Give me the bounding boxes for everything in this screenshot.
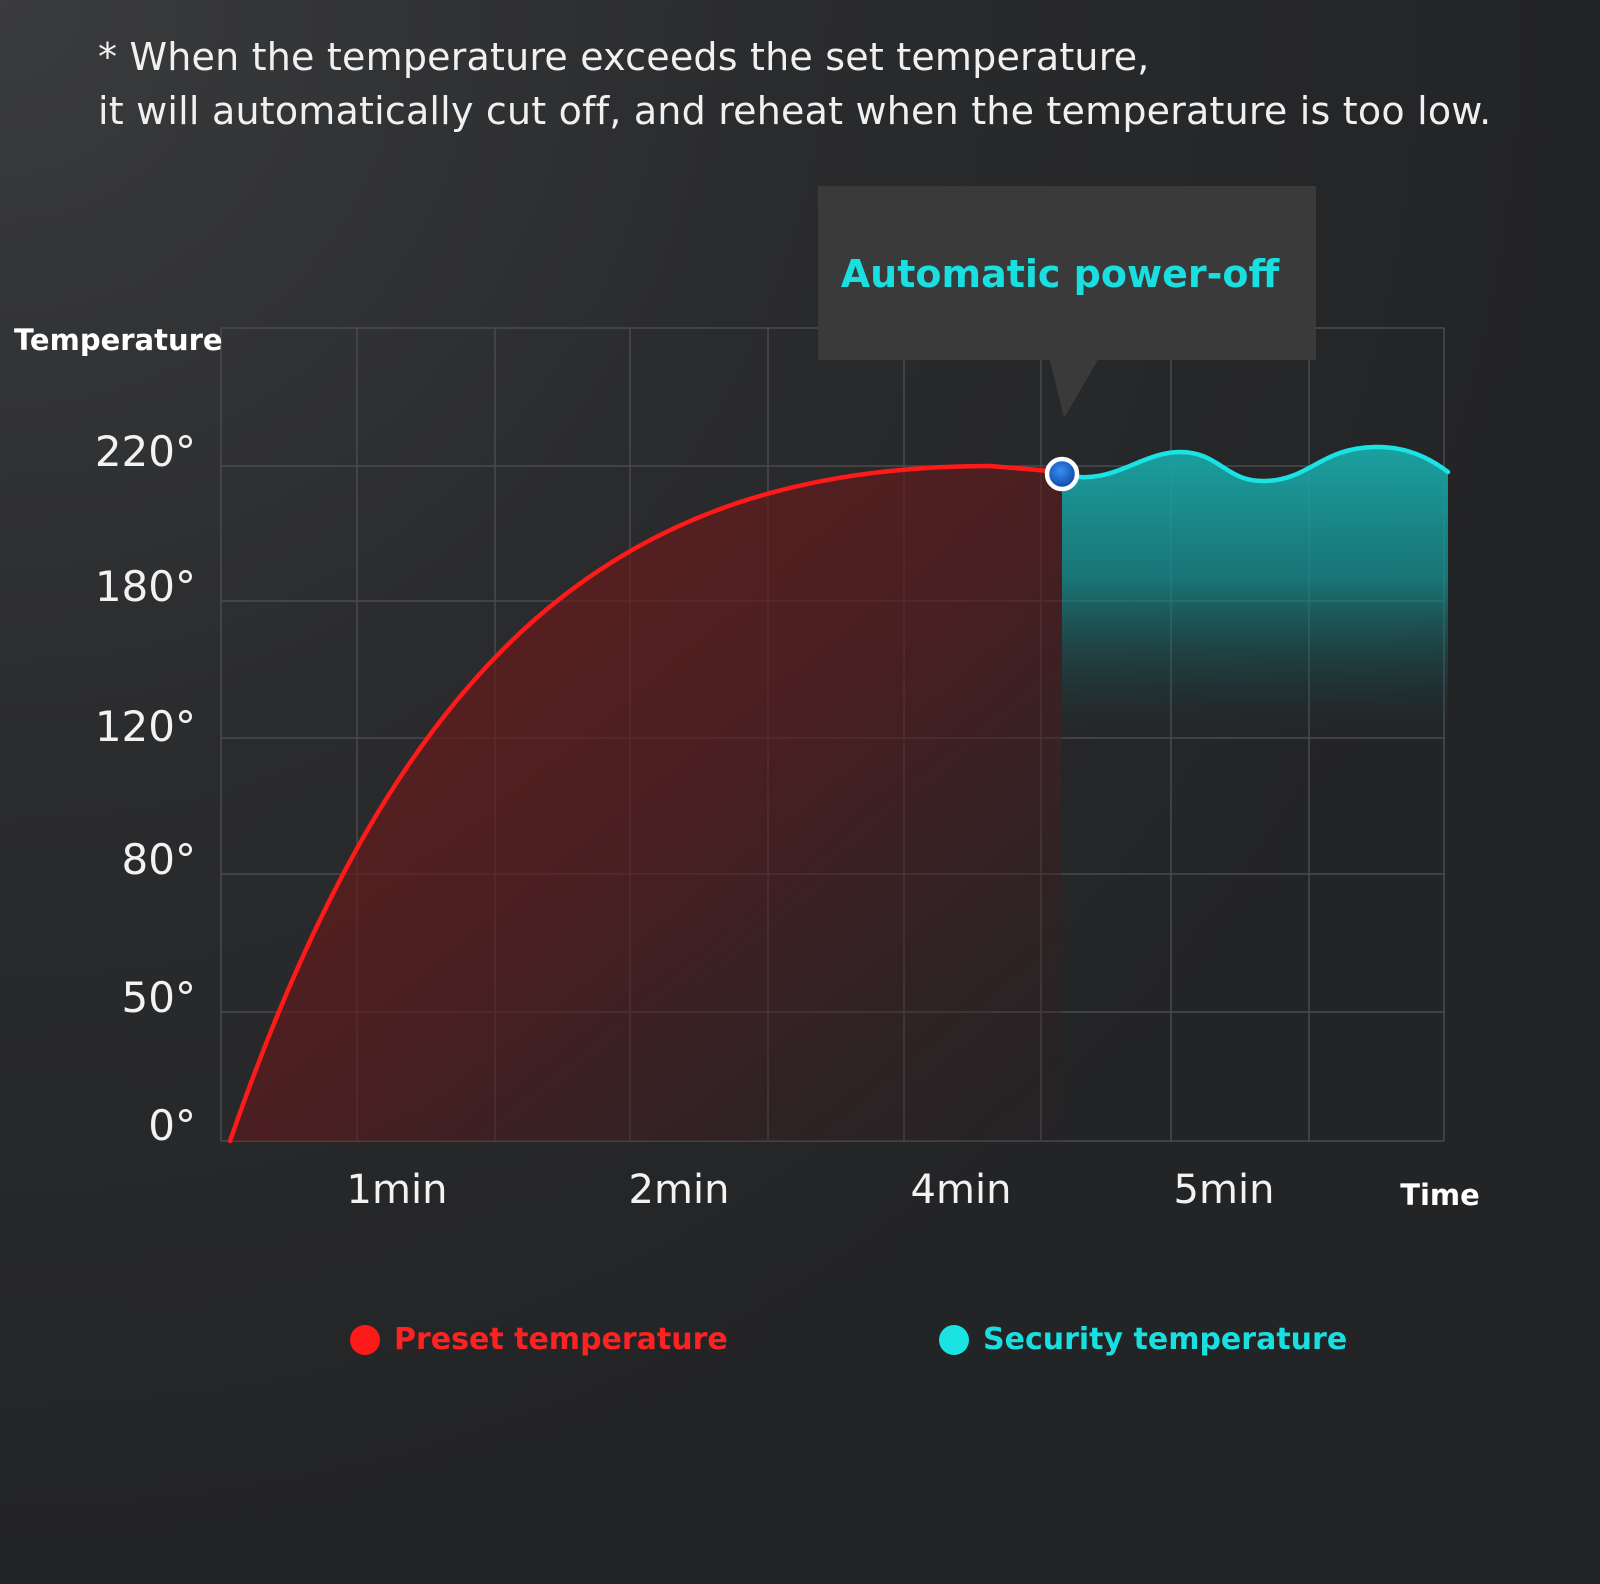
legend-label-security: Security temperature (983, 1322, 1348, 1357)
security-temperature-line (1059, 444, 1451, 484)
preset-temperature-line (227, 463, 1065, 1144)
x-tick-labels: 1min 2min 4min 5min (347, 1167, 1275, 1213)
callout-box (818, 186, 1316, 360)
y-tick-label: 50° (122, 973, 196, 1022)
preset-temperature-area (230, 466, 1062, 1141)
callout: Automatic power-off (818, 186, 1316, 418)
power-off-marker (1044, 456, 1080, 492)
legend-preset: Preset temperature (350, 1322, 728, 1357)
x-tick-label: 2min (629, 1167, 730, 1213)
security-temperature-area (1062, 446, 1448, 740)
y-tick-label: 180° (95, 562, 196, 611)
legend-security: Security temperature (939, 1322, 1347, 1357)
y-axis-title: Temperature (14, 323, 223, 357)
y-tick-label: 80° (122, 835, 196, 884)
x-tick-label: 1min (347, 1167, 448, 1213)
y-tick-labels: 220° 180° 120° 80° 50° 0° (95, 427, 196, 1150)
note-text: * When the temperature exceeds the set t… (98, 30, 1491, 138)
x-axis-title: Time (1400, 1178, 1480, 1212)
callout-text: Automatic power-off (841, 252, 1281, 296)
security-legend-dot (939, 1324, 969, 1355)
x-tick-label: 4min (911, 1167, 1012, 1213)
note-line-2: it will automatically cut off, and rehea… (98, 89, 1492, 133)
note-line-1: * When the temperature exceeds the set t… (98, 35, 1150, 79)
callout-pointer (1050, 360, 1098, 418)
y-tick-label: 0° (148, 1101, 196, 1150)
y-tick-label: 220° (95, 427, 196, 476)
preset-legend-dot (350, 1324, 380, 1355)
x-tick-label: 5min (1174, 1167, 1275, 1213)
legend-label-preset: Preset temperature (394, 1322, 728, 1357)
y-tick-label: 120° (95, 702, 196, 751)
